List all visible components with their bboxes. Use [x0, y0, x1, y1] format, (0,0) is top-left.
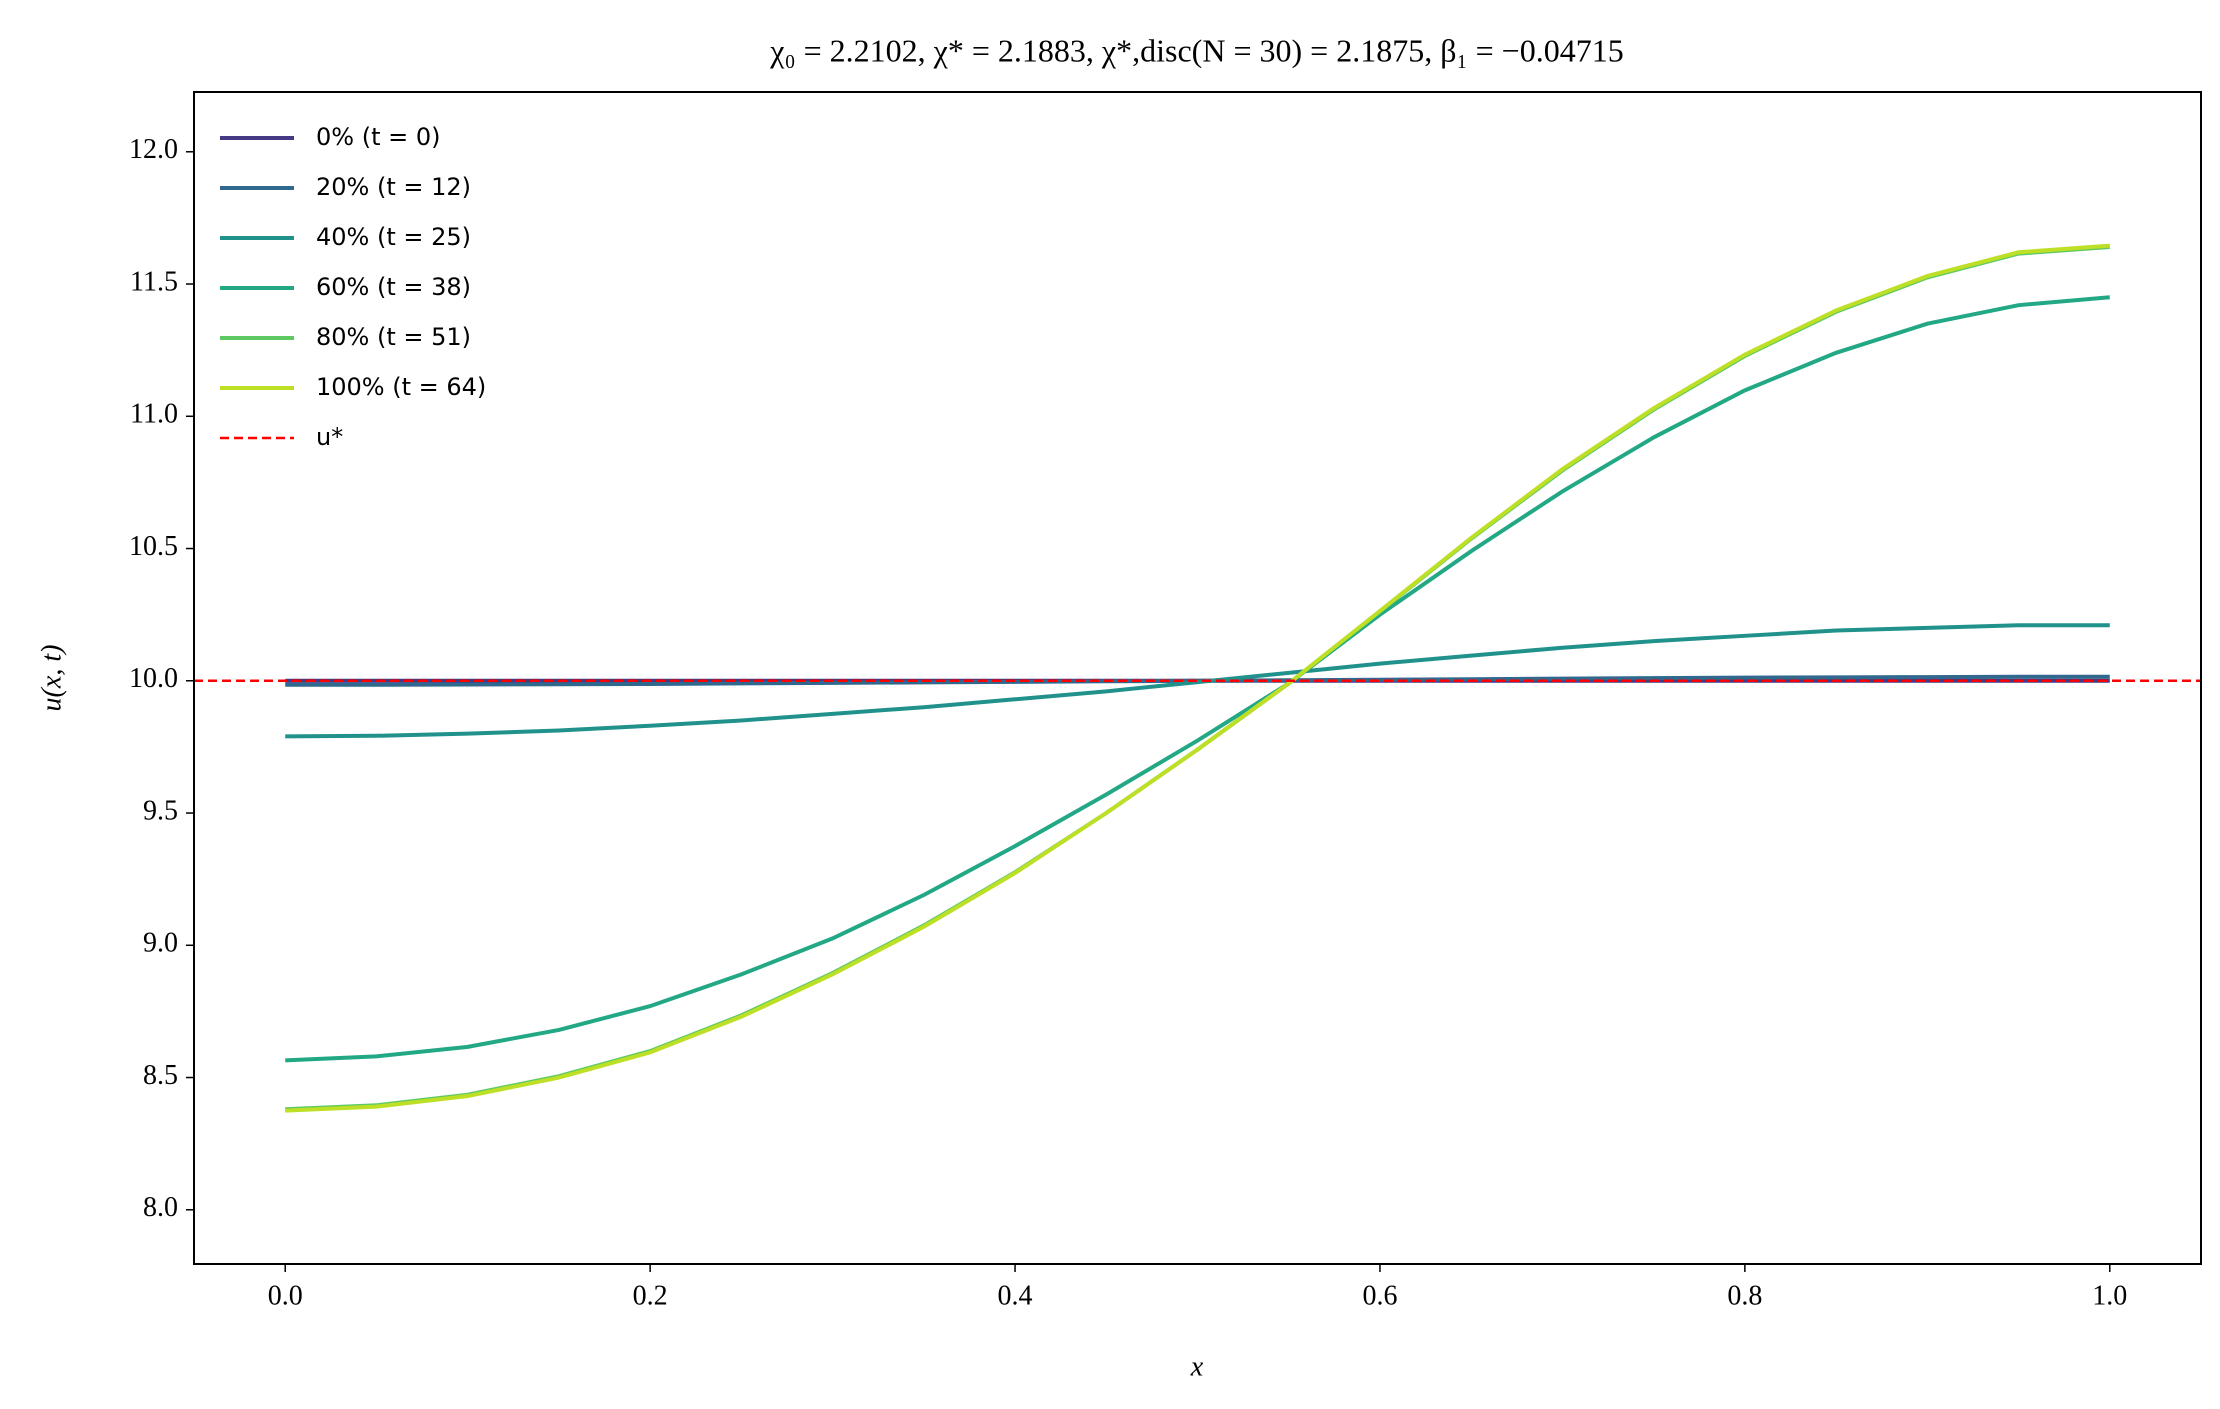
y-tick-label: 11.5	[130, 266, 178, 297]
x-tick-label: 0.6	[1362, 1280, 1397, 1311]
legend-label: u*	[316, 423, 343, 451]
x-tick-label: 0.4	[998, 1280, 1033, 1311]
y-tick-label: 10.0	[129, 663, 178, 694]
x-tick-label: 0.2	[633, 1280, 668, 1311]
legend-label: 40% (t = 25)	[316, 223, 471, 251]
axes-frame	[193, 91, 2202, 1265]
x-tick-label: 1.0	[2092, 1280, 2127, 1311]
y-tick-label: 9.0	[143, 928, 178, 959]
y-tick-label: 11.0	[130, 399, 178, 430]
y-tick-label: 8.0	[143, 1192, 178, 1223]
chart-title: χ₀ = 2.2102, χ* = 2.1883, χ*,disc(N = 30…	[769, 32, 1623, 68]
y-axis-label: u(x, t)	[36, 645, 67, 712]
legend-label: 60% (t = 38)	[316, 273, 471, 301]
y-tick-label: 10.5	[129, 531, 178, 562]
y-tick-label: 8.5	[143, 1060, 178, 1091]
legend-label: 20% (t = 12)	[316, 173, 471, 201]
series-line	[285, 243, 2110, 1113]
legend-label: 80% (t = 51)	[316, 323, 471, 351]
x-tick-label: 0.0	[268, 1280, 303, 1311]
series-line	[285, 295, 2110, 1063]
legend-label: 100% (t = 64)	[316, 373, 486, 401]
y-tick-label: 9.5	[143, 795, 178, 826]
legend-label: 0% (t = 0)	[316, 123, 440, 151]
plot-area	[194, 243, 2201, 1113]
y-tick-label: 12.0	[129, 134, 178, 165]
x-tick-label: 0.8	[1727, 1280, 1762, 1311]
x-axis-label: x	[1190, 1351, 1204, 1382]
series-line	[285, 623, 2110, 739]
